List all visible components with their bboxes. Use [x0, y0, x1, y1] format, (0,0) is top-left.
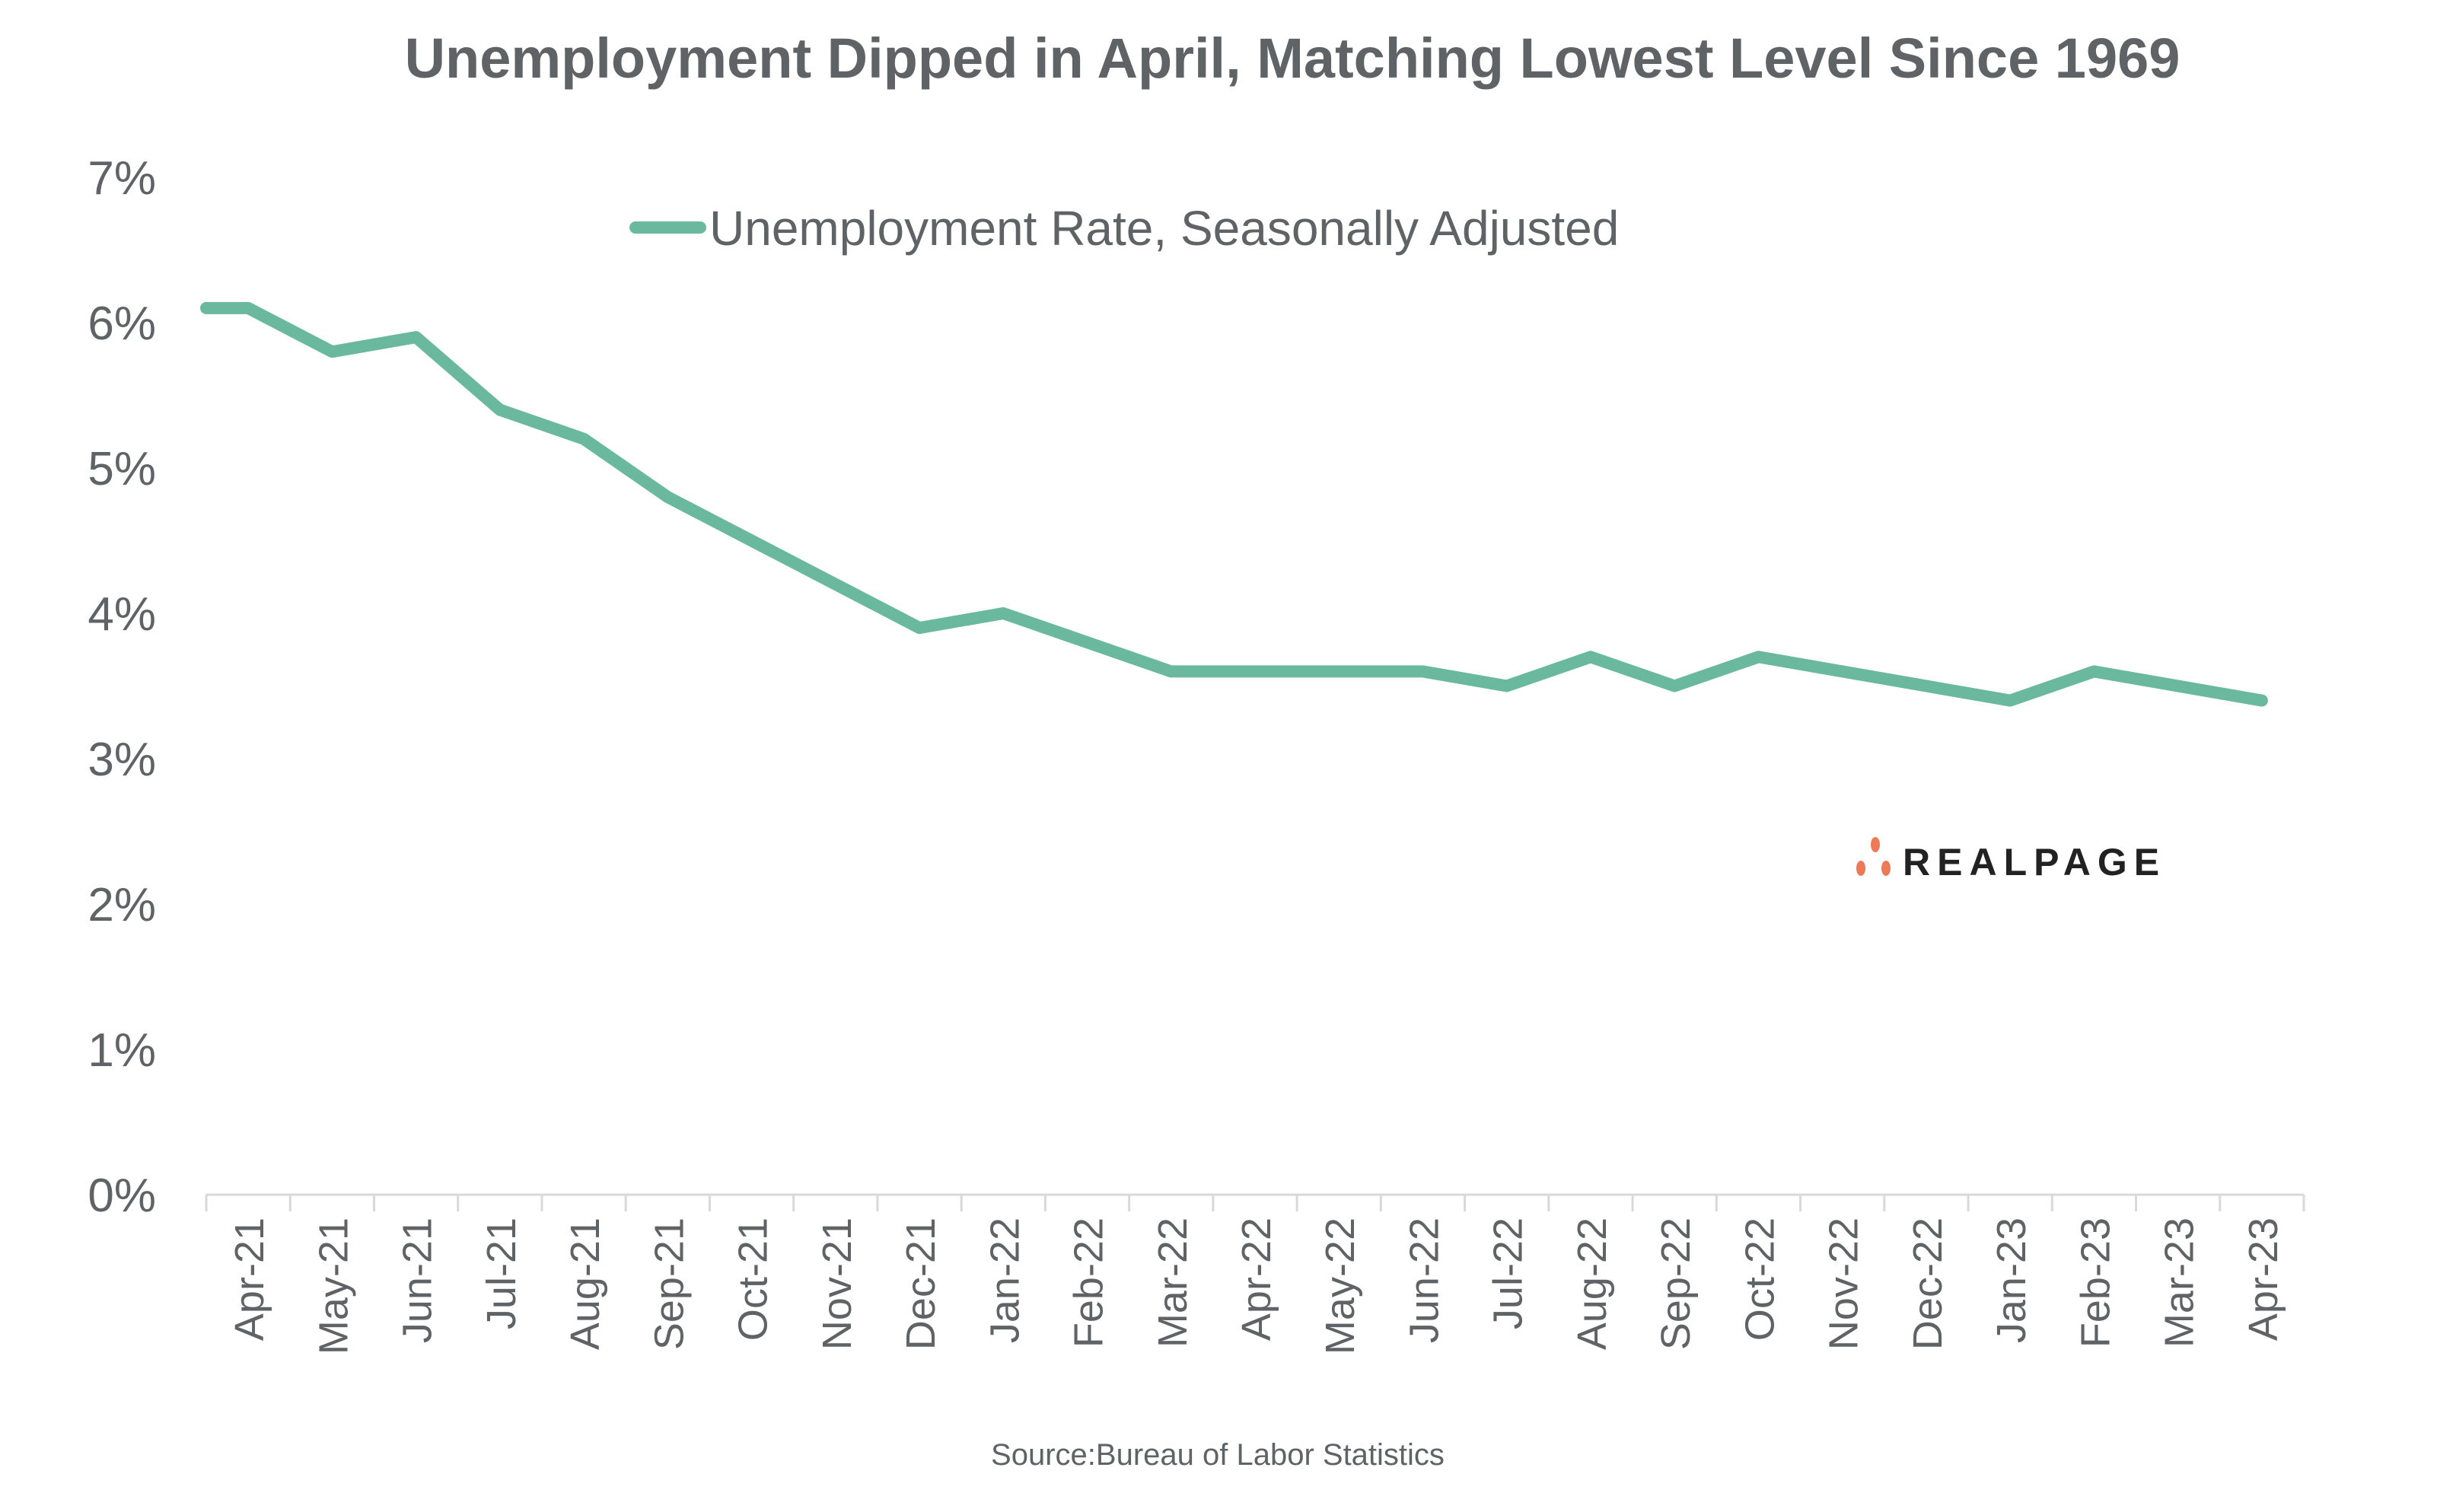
y-tick-label: 6%: [88, 298, 156, 350]
y-axis: 0% 1% 2% 3% 4% 5% 6% 7%: [88, 152, 156, 1222]
series-line: [200, 301, 2268, 707]
logo-dot: [1856, 861, 1865, 876]
x-tick-label: Jul-21: [479, 1218, 524, 1329]
x-tick-label: Dec-21: [898, 1218, 944, 1350]
logo-dot: [1881, 861, 1891, 876]
x-tick-label: Nov-22: [1821, 1218, 1867, 1350]
x-tick-label: Jun-22: [1401, 1218, 1447, 1343]
x-tick-label: Feb-23: [2072, 1218, 2118, 1348]
realpage-logo: REALPAGE: [1856, 837, 2166, 883]
x-tick-label: Feb-22: [1066, 1218, 1112, 1348]
x-tick-label: Nov-21: [814, 1218, 860, 1350]
y-tick-label: 4%: [88, 588, 156, 641]
legend: Unemployment Rate, Seasonally Adjusted: [629, 201, 1619, 256]
x-tick-label: Aug-21: [562, 1218, 608, 1350]
source-note: Source:Bureau of Labor Statistics: [991, 1438, 1445, 1472]
x-tick-label: Jan-23: [1989, 1218, 2034, 1343]
x-tick-label: Mar-22: [1150, 1218, 1196, 1348]
logo-dot: [1871, 837, 1880, 852]
x-tick-label: Mar-23: [2157, 1218, 2203, 1348]
x-tick-label: Jan-22: [982, 1218, 1027, 1343]
x-tick-label: Dec-22: [1905, 1218, 1951, 1350]
x-tick-label: Aug-22: [1569, 1218, 1615, 1350]
x-tick-label: Apr-22: [1234, 1218, 1279, 1341]
x-tick-label: May-21: [311, 1218, 356, 1354]
y-tick-label: 7%: [88, 152, 156, 205]
x-tick-label: Apr-21: [227, 1218, 272, 1341]
y-tick-label: 2%: [88, 879, 156, 931]
chart-title: Unemployment Dipped in April, Matching L…: [405, 27, 2181, 90]
x-tick-label: Apr-23: [2241, 1218, 2286, 1341]
x-axis: Apr-21 May-21 Jun-21 Jul-21 Aug-21 Sep-21 Oct-…: [205, 1193, 2305, 1354]
x-tick-label: May-22: [1317, 1218, 1363, 1354]
legend-label: Unemployment Rate, Seasonally Adjusted: [709, 201, 1619, 256]
x-tick-label: Jun-21: [395, 1218, 441, 1343]
x-tick-label: Oct-21: [731, 1218, 776, 1341]
x-tick-label: Sep-22: [1653, 1218, 1699, 1350]
logo-text: REALPAGE: [1903, 841, 2166, 883]
series: [200, 301, 2268, 707]
x-tick-label: Sep-21: [646, 1218, 692, 1350]
x-tick-label: Jul-22: [1486, 1218, 1531, 1329]
y-tick-label: 1%: [88, 1024, 156, 1077]
y-tick-label: 3%: [88, 734, 156, 786]
x-tick-label: Oct-22: [1737, 1218, 1782, 1341]
y-tick-label: 0%: [88, 1170, 156, 1222]
y-tick-label: 5%: [88, 443, 156, 495]
